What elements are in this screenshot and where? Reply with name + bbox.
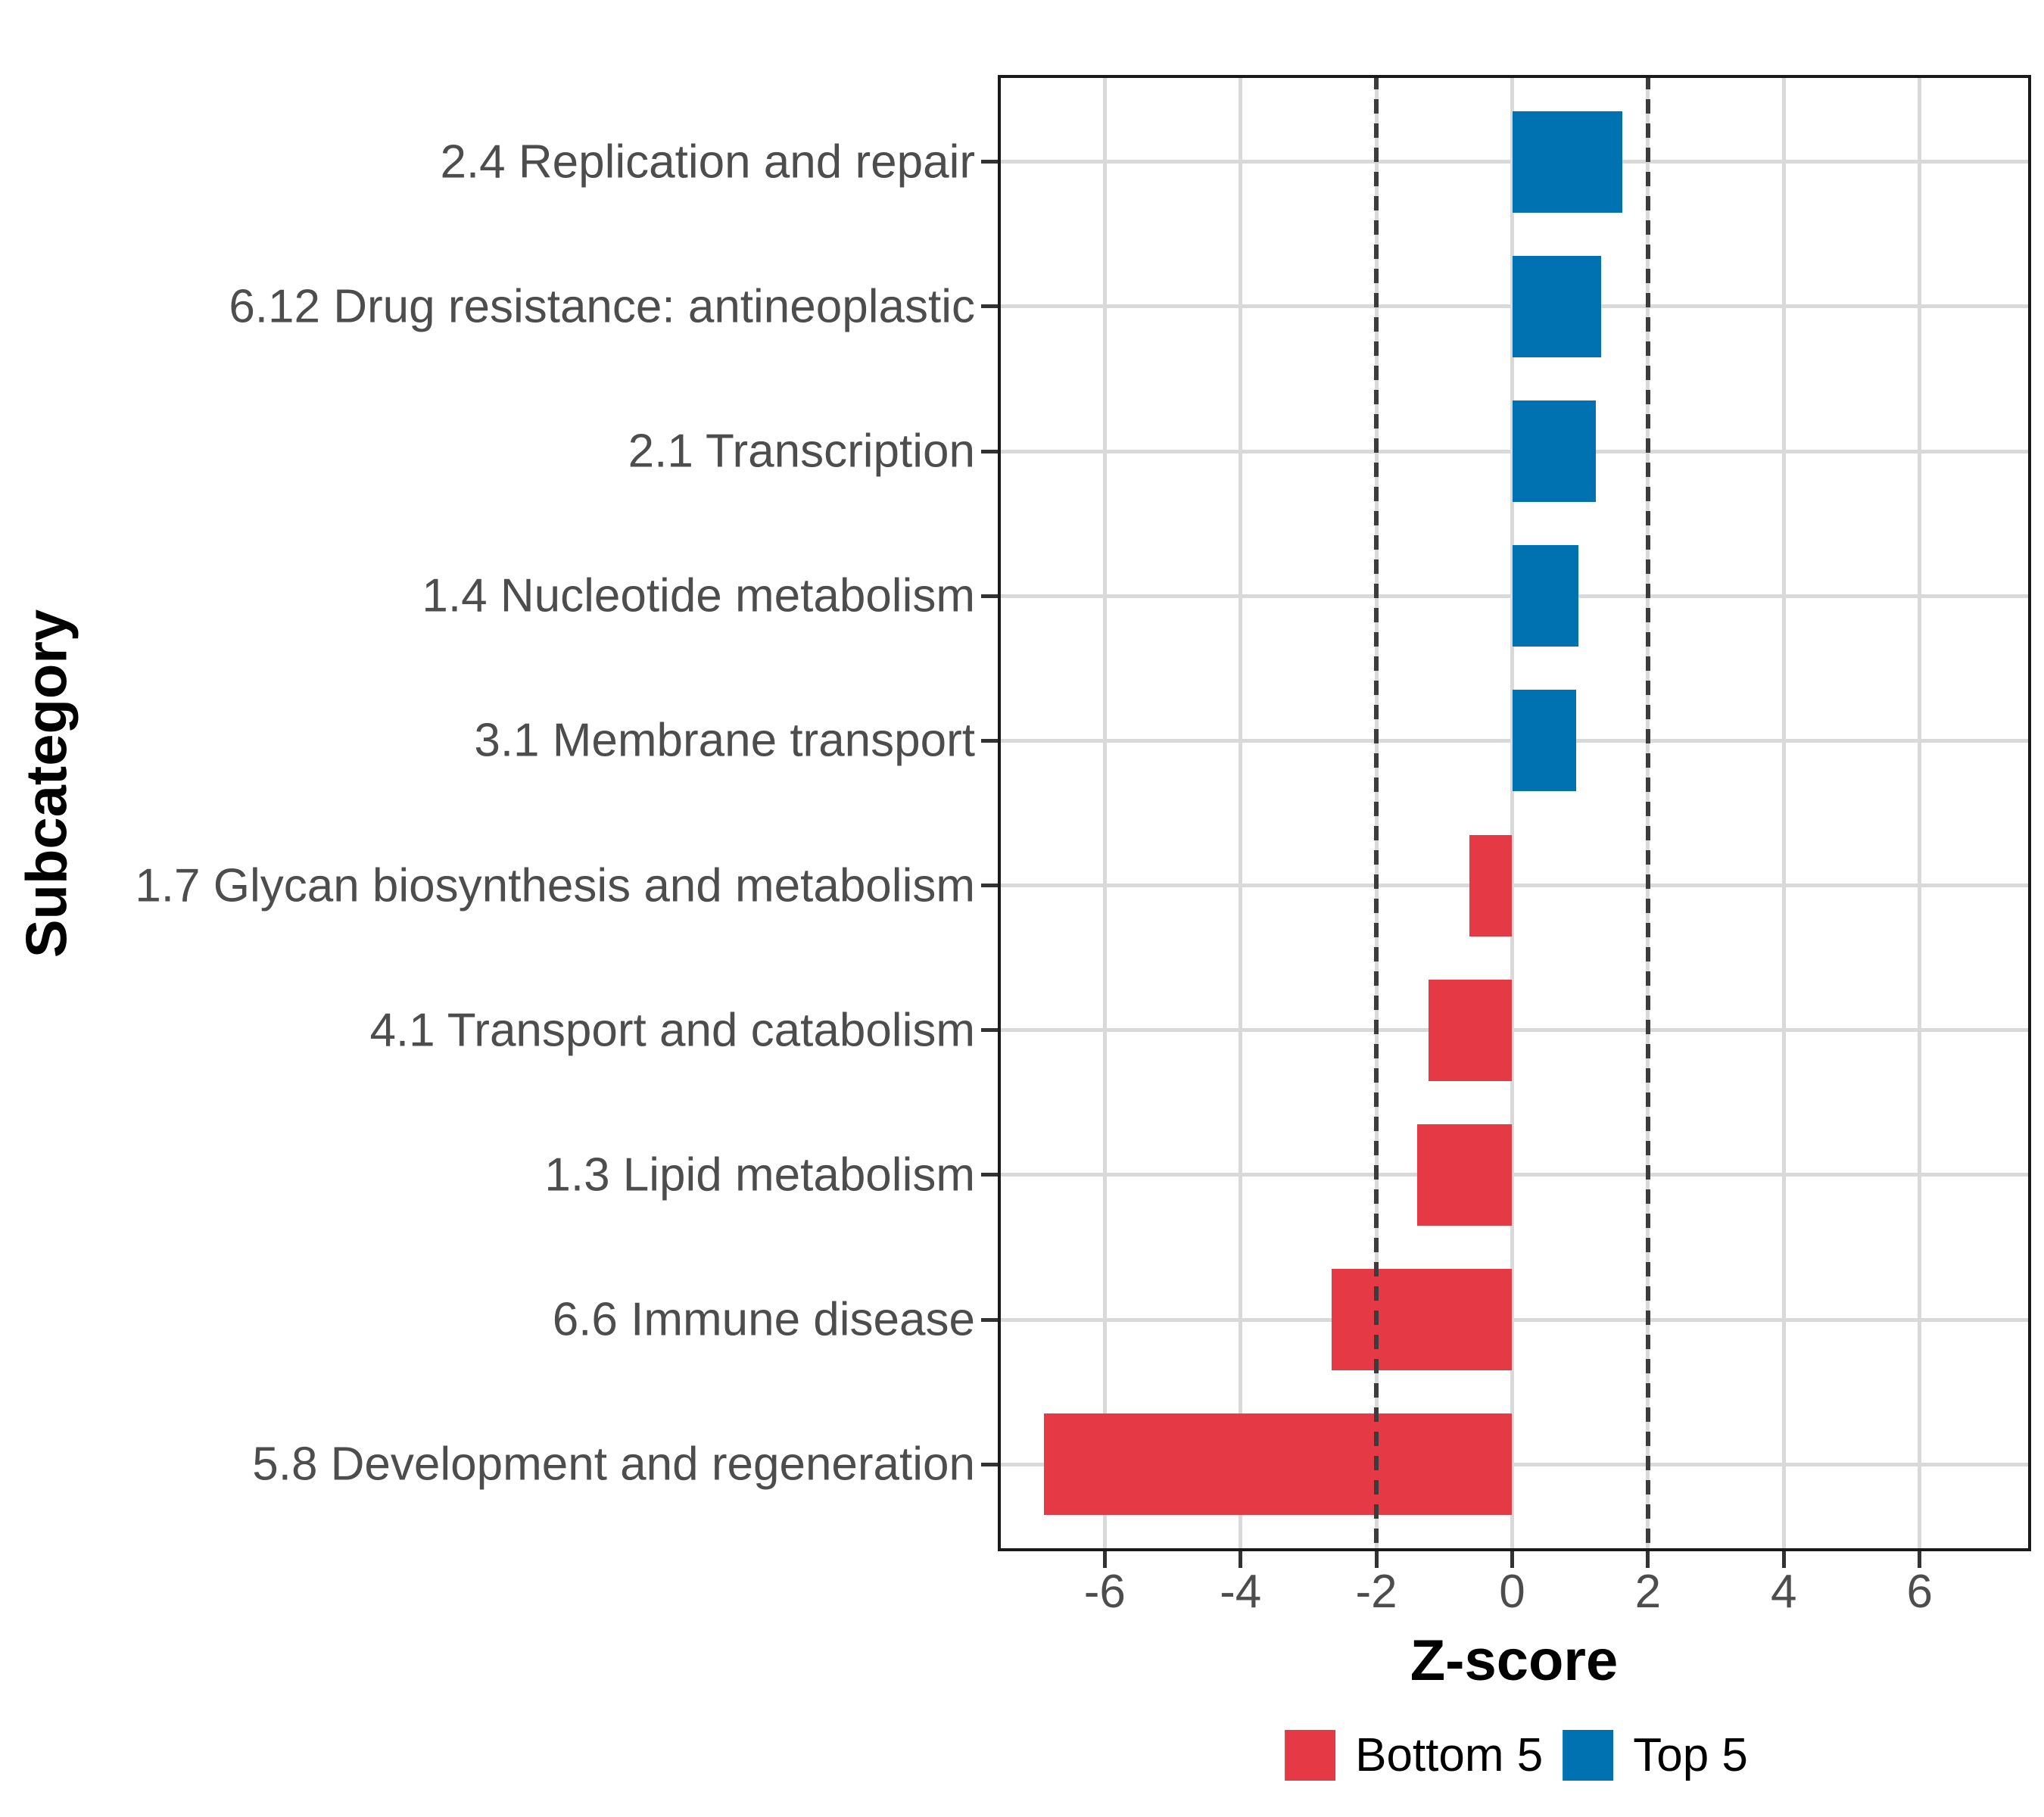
y-axis-tick — [981, 1317, 998, 1322]
gridline-vertical — [1239, 75, 1243, 1551]
y-axis-label: 1.3 Lipid metabolism — [544, 1148, 975, 1201]
y-axis-tick — [981, 1028, 998, 1033]
x-axis-tick — [1374, 1551, 1379, 1568]
y-axis-tick — [981, 884, 998, 888]
y-axis-tick — [981, 738, 998, 743]
y-axis-label: 1.7 Glycan biosynthesis and metabolism — [135, 859, 975, 912]
y-axis-label: 2.1 Transcription — [628, 425, 975, 478]
gridline-horizontal — [998, 884, 2031, 888]
y-axis-tick — [981, 594, 998, 598]
bar-top5 — [1512, 545, 1579, 647]
y-axis-tick — [981, 1173, 998, 1177]
y-axis-label: 1.4 Nucleotide metabolism — [422, 569, 975, 622]
y-axis-label: 3.1 Membrane transport — [474, 714, 975, 767]
bar-top5 — [1512, 255, 1601, 357]
gridline-horizontal — [998, 1462, 2031, 1466]
legend: Bottom 5 Top 5 — [1285, 1728, 1748, 1782]
x-axis-tick-label: -6 — [1083, 1566, 1126, 1618]
bar-bottom5 — [1331, 1269, 1513, 1371]
y-axis-tick — [981, 160, 998, 164]
gridline-vertical — [1918, 75, 1922, 1551]
x-axis-tick — [1918, 1551, 1922, 1568]
x-axis-tick-label: 0 — [1499, 1566, 1525, 1618]
gridline-horizontal — [998, 1317, 2031, 1322]
bar-top5 — [1512, 111, 1622, 213]
y-axis-tick — [981, 449, 998, 453]
y-axis-label: 6.12 Drug resistance: antineoplastic — [229, 280, 975, 333]
x-axis-tick — [1510, 1551, 1514, 1568]
y-axis-label: 2.4 Replication and repair — [440, 136, 975, 189]
x-axis-tick — [1102, 1551, 1107, 1568]
y-axis-tick — [981, 304, 998, 309]
bar-bottom5 — [1416, 1124, 1513, 1226]
reference-line-dashed — [1645, 75, 1650, 1551]
bar-top5 — [1512, 400, 1596, 503]
legend-swatch-bottom5 — [1285, 1730, 1336, 1781]
reference-line-dashed — [1374, 75, 1379, 1551]
legend-label-top5: Top 5 — [1633, 1729, 1748, 1781]
legend-swatch-top5 — [1563, 1730, 1614, 1781]
x-axis-tick — [1239, 1551, 1243, 1568]
y-axis-label: 4.1 Transport and catabolism — [369, 1004, 975, 1057]
x-axis-tick — [1646, 1551, 1650, 1568]
gridline-horizontal — [998, 1173, 2031, 1177]
bar-top5 — [1512, 690, 1576, 792]
plot-panel — [998, 75, 2031, 1551]
y-axis-label: 5.8 Development and regeneration — [252, 1438, 975, 1491]
gridline-vertical — [1781, 75, 1786, 1551]
x-axis-title: Z-score — [1410, 1628, 1619, 1693]
bar-bottom5 — [1043, 1413, 1513, 1516]
y-axis-label: 6.6 Immune disease — [552, 1293, 975, 1346]
x-axis-tick-label: -2 — [1355, 1566, 1397, 1618]
gridline-horizontal — [998, 1028, 2031, 1033]
x-axis-tick-label: -4 — [1220, 1566, 1262, 1618]
bar-bottom5 — [1469, 834, 1513, 937]
gridline-vertical — [1510, 75, 1514, 1551]
x-axis-tick — [1781, 1551, 1786, 1568]
x-axis-tick-label: 2 — [1634, 1566, 1662, 1618]
y-axis-tick — [981, 1462, 998, 1466]
gridline-vertical — [1102, 75, 1107, 1551]
bar-bottom5 — [1429, 979, 1513, 1081]
legend-label-bottom5: Bottom 5 — [1355, 1729, 1544, 1781]
x-axis-tick-label: 6 — [1906, 1566, 1933, 1618]
x-axis-tick-label: 4 — [1771, 1566, 1797, 1618]
